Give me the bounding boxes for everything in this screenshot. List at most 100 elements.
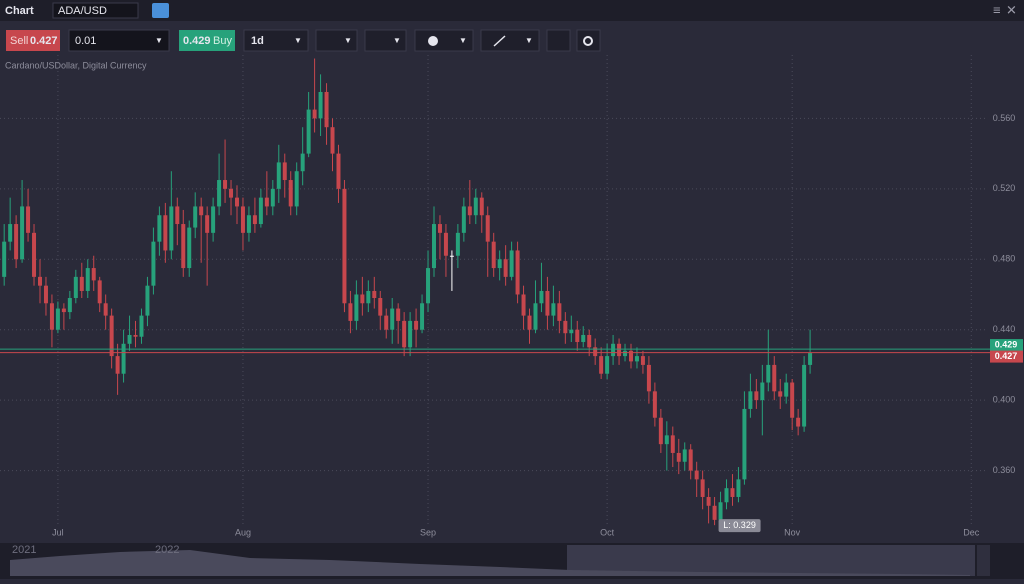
symbol[interactable]: ADA/USD [58, 5, 107, 17]
price-tag [990, 350, 1023, 363]
candle-body [414, 320, 419, 330]
candle-body [151, 241, 156, 286]
candle-body [20, 206, 25, 260]
clock-icon[interactable] [428, 36, 438, 46]
candle-body [294, 171, 299, 207]
candle-body [372, 290, 377, 298]
line-icon[interactable] [493, 35, 506, 47]
candle-body [252, 215, 257, 225]
candle-body [784, 382, 789, 397]
symbol-box[interactable] [52, 2, 139, 19]
candle-body [611, 343, 616, 357]
candle-body [43, 285, 48, 304]
window-title: Chart [5, 5, 34, 17]
candle-body [199, 206, 204, 216]
candle-body [354, 294, 359, 321]
annotation: L: 0.329 [723, 520, 756, 530]
close-icon[interactable]: ✕ [1006, 2, 1017, 17]
dropdown-arrow[interactable]: ▼ [525, 36, 533, 45]
timeframe[interactable]: 1d [251, 35, 264, 47]
candle-body [521, 294, 526, 316]
candle-body [623, 350, 628, 357]
candle-body [402, 320, 407, 348]
candle-body [396, 308, 401, 321]
cursor-button[interactable] [364, 29, 407, 52]
menu-icon[interactable]: ≡ [993, 2, 1001, 17]
crosshair-button[interactable] [414, 29, 474, 52]
candle-body [736, 479, 741, 497]
candle-body [688, 449, 693, 471]
candle-body [384, 315, 389, 330]
candle-body [145, 285, 150, 316]
candle-body [79, 276, 84, 291]
swap-button[interactable] [152, 3, 169, 18]
candle-body [617, 343, 622, 357]
dropdown-arrow[interactable]: ▼ [393, 36, 401, 45]
candle-body [234, 197, 239, 207]
quantity[interactable]: 0.01 [75, 35, 96, 47]
candle-body [187, 227, 192, 269]
candle-body [258, 197, 263, 225]
candle-body [646, 364, 651, 392]
candle-body [628, 350, 633, 362]
candle-body [288, 180, 293, 207]
y-tick-label: 0.360 [993, 465, 1016, 475]
settings-button[interactable] [576, 29, 601, 52]
candle-body [712, 505, 717, 520]
drawing-button[interactable] [480, 29, 540, 52]
candle-body [91, 268, 96, 281]
candle-body [2, 241, 7, 277]
buy-price[interactable]: 0.429 [183, 35, 211, 47]
sell-label[interactable]: Sell [10, 35, 28, 47]
annotation-box [718, 519, 761, 533]
candle-body [408, 320, 413, 348]
dropdown-arrow[interactable]: ▼ [459, 36, 467, 45]
navigator-label: 2022 [155, 544, 179, 556]
candle-body [420, 303, 425, 330]
candle-body [109, 315, 114, 357]
gear-icon[interactable] [583, 36, 593, 46]
candle-body [211, 206, 216, 233]
sell-price[interactable]: 0.427 [30, 35, 58, 47]
candle-body [509, 250, 514, 277]
chart-type-button[interactable] [315, 29, 358, 52]
candle-body [390, 308, 395, 330]
quantity-box[interactable] [68, 29, 170, 52]
dropdown-arrow[interactable]: ▼ [155, 36, 163, 45]
dropdown-arrow[interactable]: ▼ [294, 36, 302, 45]
indicators-button[interactable] [546, 29, 571, 52]
candle-body [796, 417, 801, 427]
candle-body [754, 391, 759, 401]
plot [0, 55, 985, 527]
candle-body [342, 188, 347, 304]
candle-body [802, 364, 807, 427]
candle-body [664, 435, 669, 445]
candle-body [766, 364, 771, 383]
scroll-right[interactable] [977, 545, 990, 576]
navigator-window[interactable] [567, 545, 975, 576]
candle-body [360, 294, 365, 304]
candle-body [527, 315, 532, 330]
x-tick-label: Nov [784, 527, 801, 537]
timeframe-box[interactable] [243, 29, 309, 52]
candle-body [115, 356, 120, 374]
buy-button[interactable] [179, 30, 235, 51]
sell-button[interactable] [6, 30, 60, 51]
candle-body [32, 232, 37, 277]
candle-body [169, 206, 174, 251]
candle-body [461, 206, 466, 233]
title-bar [0, 0, 1024, 21]
dropdown-arrow[interactable]: ▼ [344, 36, 352, 45]
candle-body [336, 153, 341, 189]
candle-body [652, 391, 657, 418]
candle-body [366, 290, 371, 304]
candle-body [634, 356, 639, 362]
candle-body [599, 356, 604, 374]
candle-body [587, 334, 592, 348]
price-tag-label: 0.427 [995, 351, 1018, 361]
candle-body [127, 334, 132, 344]
buy-label[interactable]: Buy [213, 35, 232, 47]
candle-body [539, 290, 544, 304]
candle-body [175, 206, 180, 225]
candle-body [306, 109, 311, 154]
